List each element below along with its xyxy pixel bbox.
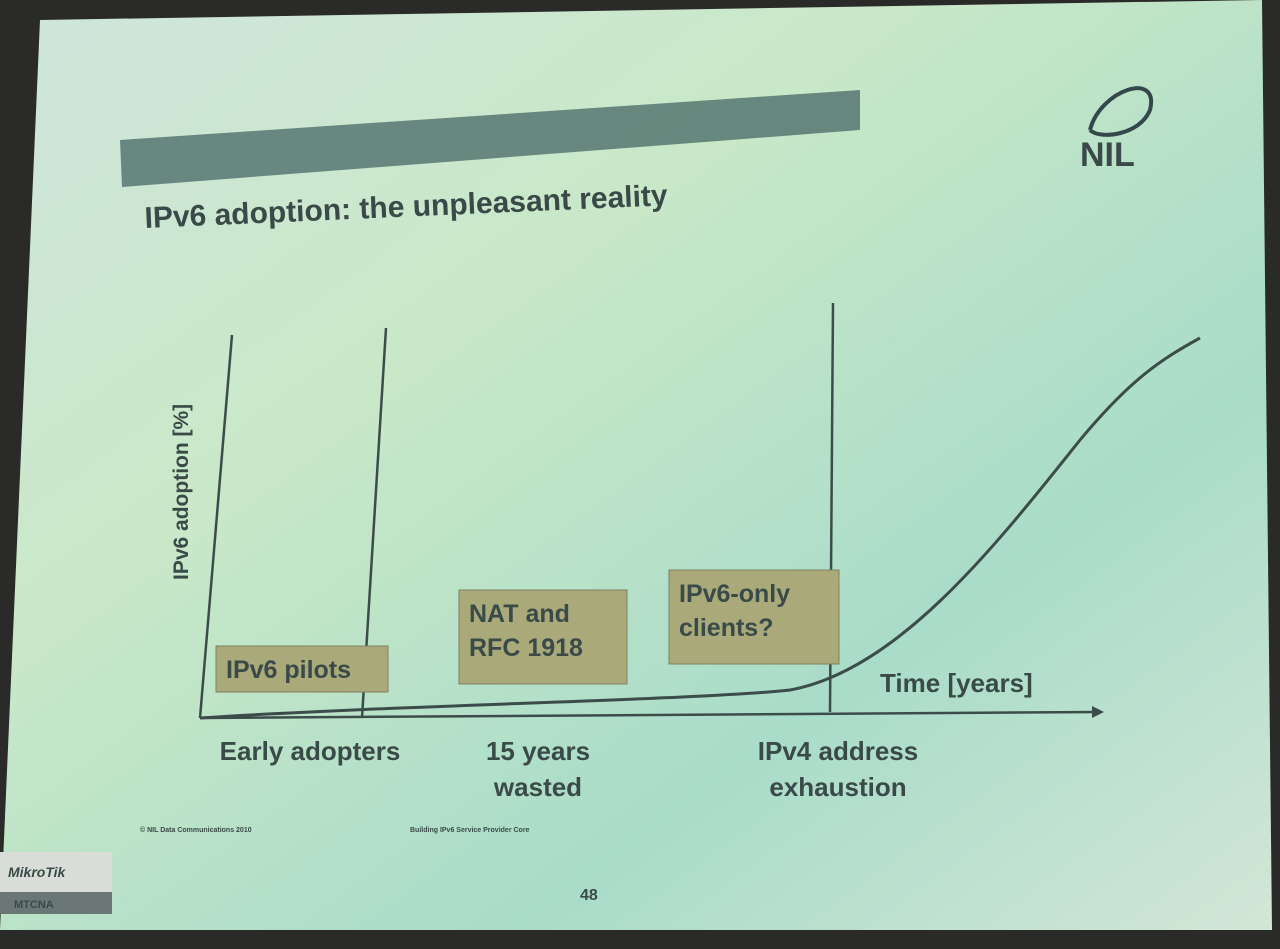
callout-text: IPv6 pilots (226, 656, 351, 684)
x-axis-label: Time [years] (880, 668, 1033, 698)
phase-label: exhaustion (769, 772, 906, 802)
callout-box (458, 589, 628, 685)
phase-label: wasted (493, 772, 582, 802)
phase-label: Early adopters (220, 736, 401, 766)
badge-brand: MikroTik (8, 864, 67, 880)
badge-band (0, 892, 112, 914)
callout-text: RFC 1918 (469, 634, 583, 662)
logo-swoosh (1088, 86, 1154, 137)
footer-copyright: © NIL Data Communications 2010 (140, 826, 252, 834)
slide (0, 0, 1272, 930)
callout-text: NAT and (469, 600, 570, 628)
callout-box (215, 645, 389, 693)
title-bar (120, 90, 860, 187)
arrow-head (1092, 706, 1104, 718)
footer-course: Building IPv6 Service Provider Core (410, 827, 530, 834)
callout-text: clients? (679, 614, 773, 642)
y-axis-label: IPv6 adoption [%] (170, 404, 193, 580)
phase-label: 15 years (486, 736, 590, 766)
phase-label: IPv4 address (758, 736, 918, 766)
badge-course: MTCNA (14, 899, 54, 911)
page-number: 48 (580, 887, 598, 904)
callout-box (668, 569, 840, 665)
callout-text: IPv6-only (679, 580, 790, 608)
logo: NIL (1080, 136, 1135, 174)
